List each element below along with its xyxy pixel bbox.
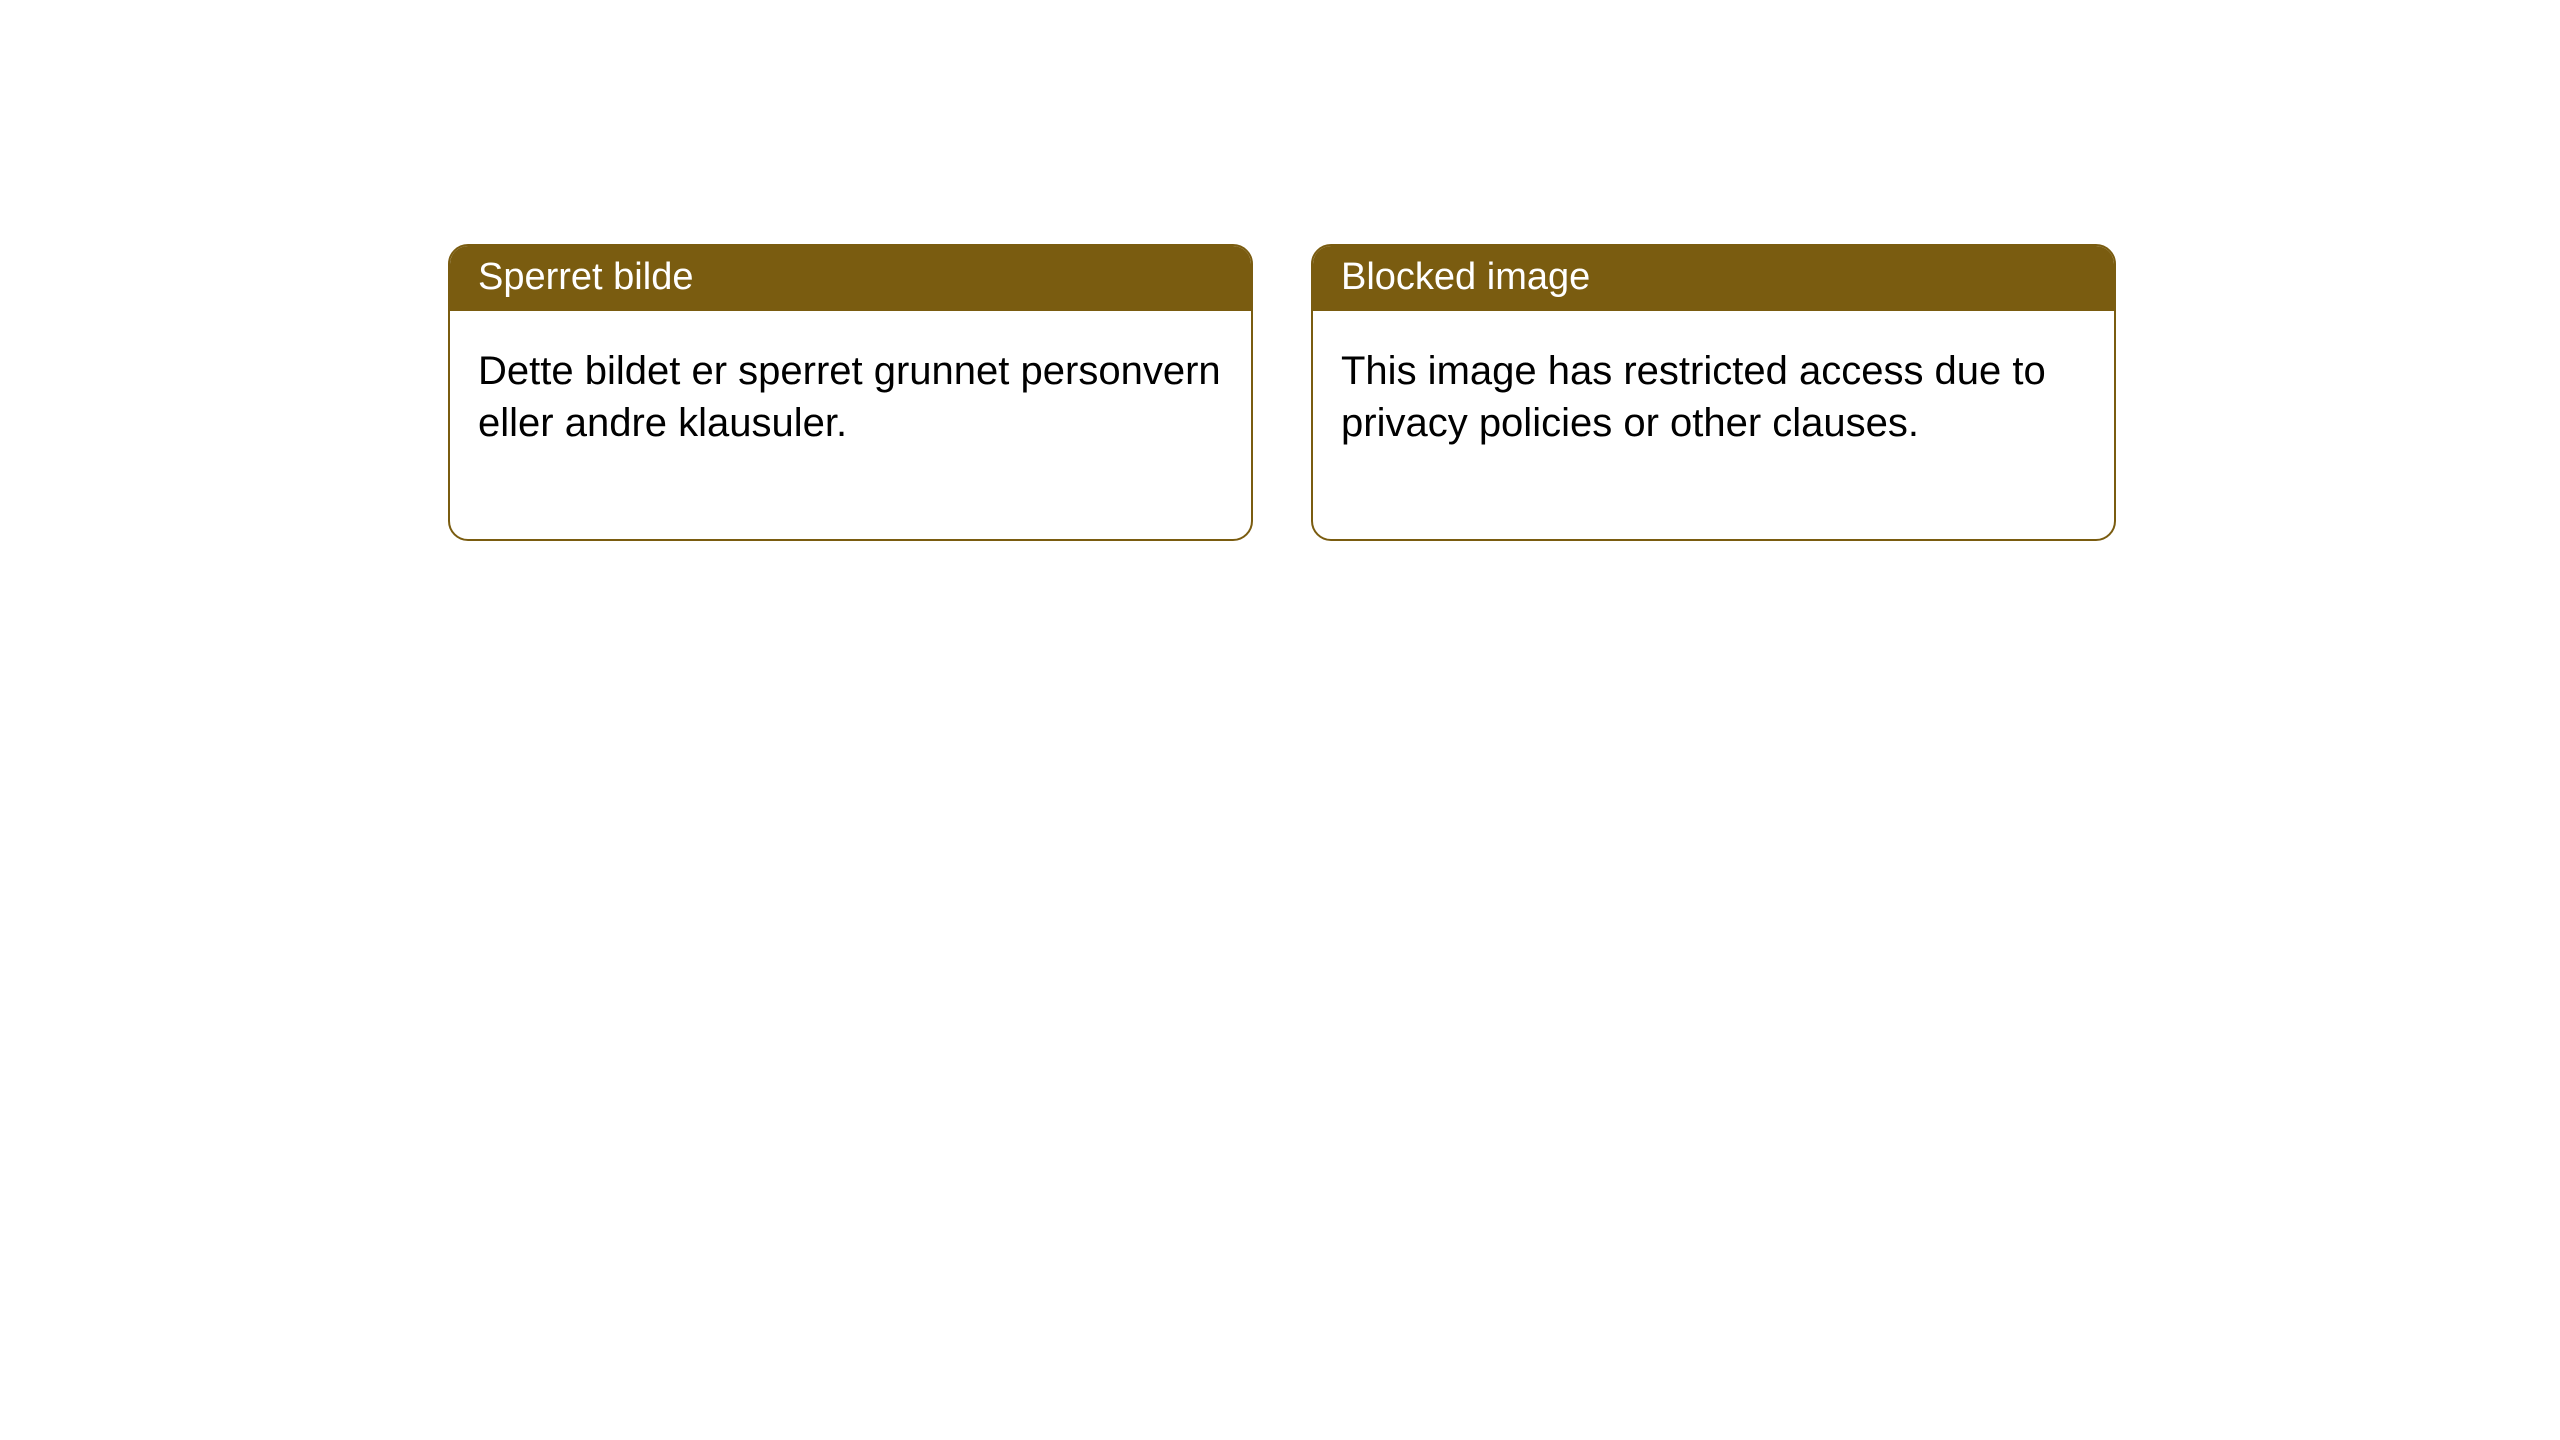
- notice-title: Blocked image: [1341, 256, 1590, 298]
- notice-body: Dette bildet er sperret grunnet personve…: [450, 311, 1251, 539]
- notice-card-english: Blocked image This image has restricted …: [1311, 244, 2116, 541]
- notice-body-text: Dette bildet er sperret grunnet personve…: [478, 349, 1221, 445]
- notice-header: Sperret bilde: [450, 246, 1251, 311]
- notice-body: This image has restricted access due to …: [1313, 311, 2114, 539]
- notice-card-norwegian: Sperret bilde Dette bildet er sperret gr…: [448, 244, 1253, 541]
- notice-title: Sperret bilde: [478, 256, 693, 298]
- notice-body-text: This image has restricted access due to …: [1341, 349, 2046, 445]
- notice-header: Blocked image: [1313, 246, 2114, 311]
- notice-container: Sperret bilde Dette bildet er sperret gr…: [0, 0, 2560, 541]
